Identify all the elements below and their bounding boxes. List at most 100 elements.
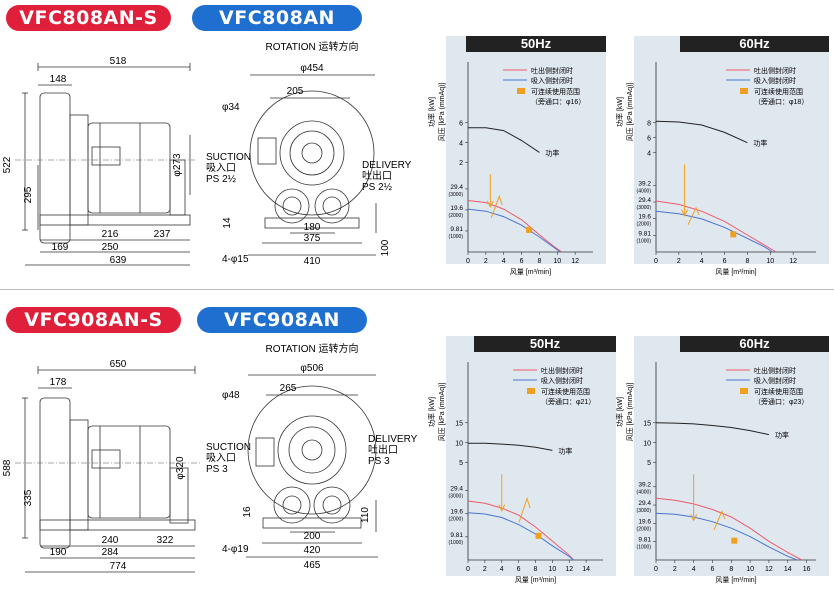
model-s-badge-2: VFC908AN-S (6, 307, 181, 333)
suction-series-line (467, 512, 574, 561)
pressure-tick-label: 19.6 (450, 205, 463, 212)
x-tick-label: 0 (466, 258, 470, 265)
x-axis-label: 风量 [m³/min] (515, 576, 556, 584)
dim-foot-outer: 284 (102, 547, 119, 558)
x-tick-label: 6 (520, 258, 524, 265)
pressure-tick-label: 29.4 (450, 184, 463, 191)
x-tick-label: 10 (766, 258, 774, 265)
y-pressure-label: 风压 [kPa (mmAq)] (626, 383, 634, 442)
delivery-label-en: DELIVERY (362, 160, 412, 171)
side-view-drawing-2: 650 178 588 335 φ320 190 240 284 322 774 (2, 359, 200, 573)
legend-range-swatch (517, 88, 525, 94)
pressure-tick-label: 9.81 (638, 537, 651, 544)
chart-title-1: 50Hz (466, 36, 606, 52)
x-tick-label: 0 (654, 566, 658, 573)
legend-delivery: 吐出侧封闭时 (754, 366, 796, 375)
x-tick-label: 14 (582, 566, 590, 573)
dim-offset: 148 (50, 74, 67, 85)
power-series-label: 功率 (775, 431, 789, 440)
pressure-tick-mm: (3000) (449, 494, 464, 500)
legend-range: 可连续使用范围 (754, 387, 803, 396)
dim-casing-dia: φ506 (300, 363, 324, 374)
chart-title-3: 50Hz (474, 336, 616, 352)
legend-range: 可连续使用范围 (531, 87, 580, 96)
dim-shaft-height: 110 (360, 507, 371, 523)
dim-center-height: 295 (23, 186, 34, 203)
y-pressure-label: 风压 [kPa (mmAq)] (626, 83, 634, 142)
dim-offset: 178 (50, 377, 67, 388)
dim-tail: 322 (157, 535, 174, 546)
chart-panel-1 (446, 36, 606, 264)
pressure-tick-label: 29.4 (638, 197, 651, 204)
pressure-tick-mm: (2000) (637, 222, 652, 228)
dim-length: 518 (110, 56, 127, 67)
suction-label-cn: 吸入口 (206, 453, 236, 464)
legend-delivery: 吐出侧封闭时 (531, 66, 573, 75)
power-series-line (655, 422, 770, 436)
legend-range: 可连续使用范围 (541, 387, 590, 396)
dim-inlet-width: 205 (287, 86, 304, 97)
legend-bypass: （旁通口：φ16） (531, 97, 585, 106)
chart-title-4: 60Hz (680, 336, 829, 352)
perf-chart-3: 功率 [kW] 风压 [kPa (mmAq)] 5 10 15 9.81(1000) 19.… (427, 362, 603, 584)
dim-mount-holes: 4-φ19 (222, 544, 249, 555)
range-arrow-pressure (687, 206, 700, 226)
chart-panel-4 (634, 336, 829, 576)
pressure-tick-label: 19.6 (450, 509, 463, 516)
chart-panel-3 (446, 336, 616, 576)
delivery-label-cn: 吐出口 (362, 169, 392, 182)
pressure-tick-mm: (1000) (637, 545, 652, 551)
x-tick-label: 8 (745, 258, 749, 265)
pressure-tick-label: 9.81 (450, 532, 463, 539)
dim-height: 522 (2, 156, 13, 173)
x-tick-label: 8 (537, 258, 541, 265)
x-tick-label: 4 (500, 566, 504, 573)
dim-base-width: 465 (304, 560, 321, 571)
power-tick-label: 4 (647, 150, 651, 157)
range-marker (730, 231, 737, 238)
legend-bypass: （旁通口：φ21） (541, 397, 595, 406)
power-tick-label: 5 (459, 460, 463, 467)
x-tick-label: 4 (700, 258, 704, 265)
dim-foot-outer: 250 (102, 242, 119, 253)
y-power-label: 功率 [kW] (427, 397, 436, 427)
legend-range-swatch (740, 88, 748, 94)
power-tick-label: 2 (459, 160, 463, 167)
power-series-line (655, 120, 748, 144)
pressure-tick-label: 29.4 (638, 500, 651, 507)
x-tick-label: 14 (784, 566, 792, 573)
legend-range: 可连续使用范围 (754, 87, 803, 96)
perf-chart-1: 功率 [kW] 风压 [kPa (mmAq)]2469.81(1000)19.6(… (427, 62, 593, 276)
dim-motor-dia: φ320 (175, 456, 186, 480)
legend-suction: 吸入侧封闭时 (541, 376, 583, 385)
dim-foot-height: 16 (242, 506, 253, 518)
range-arrow-head (486, 200, 494, 209)
pressure-tick-label: 9.81 (638, 230, 651, 237)
suction-series-line (655, 210, 773, 253)
dim-foot-height: 14 (222, 217, 233, 229)
delivery-ps: PS 3 (368, 456, 390, 467)
suction-series-line (467, 208, 561, 253)
delivery-label-en: DELIVERY (368, 434, 418, 445)
dim-height: 588 (2, 459, 13, 476)
power-series-line (468, 442, 553, 451)
range-arrow-head (681, 209, 689, 217)
dim-tail: 237 (154, 229, 171, 240)
x-tick-label: 10 (548, 566, 556, 573)
model-badge-1: VFC808AN (192, 5, 362, 31)
pressure-tick-mm: (1000) (449, 234, 464, 240)
dim-foot-inner: 216 (102, 229, 119, 240)
delivery-ps: PS 2½ (362, 182, 393, 193)
y-power-label: 功率 [kW] (615, 397, 624, 427)
dim-base-offset: 190 (50, 547, 67, 558)
rotation-label: ROTATION 运转方向 (266, 40, 359, 53)
y-pressure-label: 风压 [kPa (mmAq)] (438, 83, 446, 142)
x-tick-label: 12 (789, 258, 797, 265)
x-tick-label: 4 (502, 258, 506, 265)
range-marker (731, 537, 738, 544)
model-badge-2: VFC908AN (197, 307, 367, 333)
x-tick-label: 2 (484, 258, 488, 265)
x-tick-label: 6 (723, 258, 727, 265)
x-tick-label: 10 (746, 566, 754, 573)
power-tick-label: 15 (455, 421, 463, 428)
